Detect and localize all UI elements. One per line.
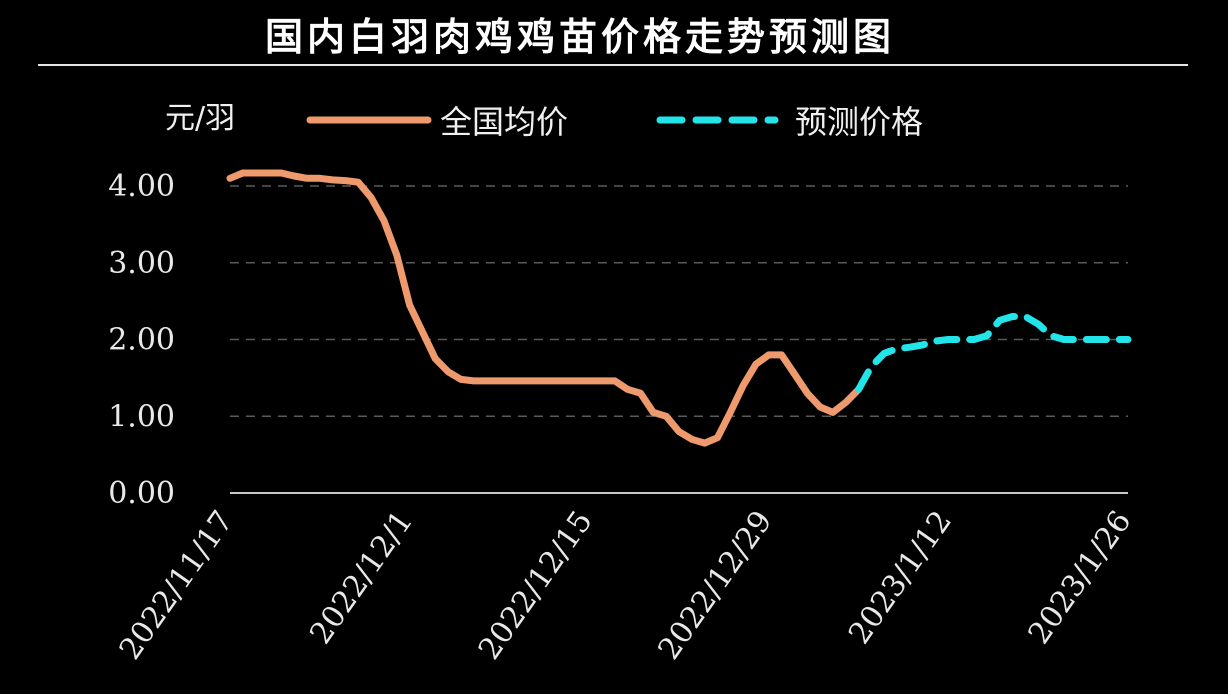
y-tick-label: 0.00 (108, 476, 175, 511)
series-line-forecast (855, 313, 1132, 393)
series-line-national-avg (226, 169, 863, 447)
y-tick-label: 2.00 (108, 323, 175, 358)
x-tick-label: 2023/1/26 (1022, 505, 1139, 651)
y-axis-unit-label: 元/羽 (165, 101, 235, 136)
y-axis-ticks: 0.00 1.00 2.00 3.00 4.00 (108, 169, 175, 511)
y-tick-label: 4.00 (108, 169, 175, 204)
legend-label-national-avg: 全国均价 (440, 103, 568, 141)
x-tick-label: 2022/12/15 (472, 505, 600, 667)
x-tick-label: 2022/12/29 (651, 505, 779, 667)
y-tick-label: 3.00 (108, 246, 175, 281)
series-lines (226, 169, 1132, 447)
x-axis-ticks: 2022/11/17 2022/12/1 2022/12/15 2022/12/29 2… (113, 505, 1139, 667)
x-tick-label: 2022/11/17 (113, 505, 241, 667)
title-divider (38, 64, 1188, 66)
x-tick-label: 2022/12/1 (303, 505, 420, 651)
legend-label-forecast: 预测价格 (795, 103, 923, 141)
gridlines (230, 185, 1128, 417)
chart-title: 国内白羽肉鸡鸡苗价格走势预测图 (264, 15, 895, 59)
y-tick-label: 1.00 (108, 399, 175, 434)
x-tick-label: 2023/1/12 (842, 505, 959, 651)
legend: 全国均价 预测价格 (306, 103, 923, 141)
